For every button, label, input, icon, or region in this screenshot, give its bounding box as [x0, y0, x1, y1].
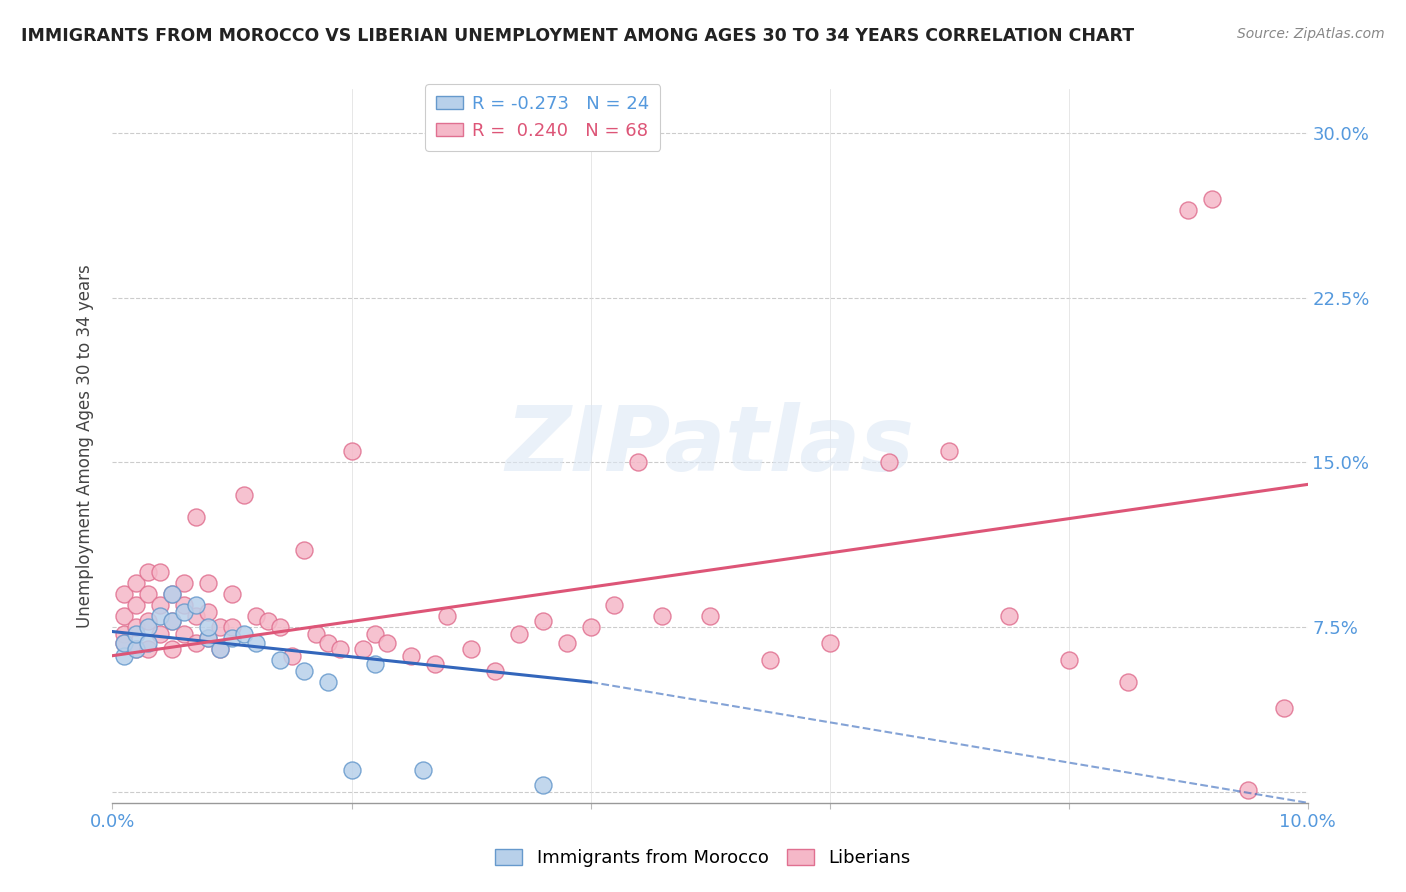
Point [305, 626, 328, 640]
Point [269, 620, 291, 634]
Point [114, 648, 135, 663]
Point [759, 653, 782, 667]
Point [938, 444, 960, 458]
Point [651, 609, 673, 624]
Point [186, 635, 208, 649]
Point [209, 642, 232, 657]
Point [579, 620, 602, 634]
Point [209, 620, 232, 634]
Point [555, 635, 578, 649]
Point [138, 614, 160, 628]
Point [149, 609, 172, 624]
Point [138, 566, 160, 580]
Point [197, 631, 219, 645]
Point [245, 635, 267, 649]
Point [257, 614, 280, 628]
Point [162, 614, 183, 628]
Point [364, 657, 387, 672]
Point [1057, 653, 1080, 667]
Point [209, 642, 232, 657]
Point [114, 609, 135, 624]
Point [460, 642, 482, 657]
Point [138, 642, 160, 657]
Point [412, 763, 434, 777]
Point [316, 675, 339, 690]
Point [138, 620, 160, 634]
Point [292, 664, 315, 678]
Point [162, 614, 183, 628]
Point [125, 620, 148, 634]
Text: IMMIGRANTS FROM MOROCCO VS LIBERIAN UNEMPLOYMENT AMONG AGES 30 TO 34 YEARS CORRE: IMMIGRANTS FROM MOROCCO VS LIBERIAN UNEM… [21, 27, 1135, 45]
Text: ZIPatlas: ZIPatlas [506, 402, 914, 490]
Point [186, 609, 208, 624]
Point [162, 587, 183, 601]
Point [269, 653, 291, 667]
Point [508, 626, 530, 640]
Point [162, 642, 183, 657]
Point [114, 635, 135, 649]
Point [364, 626, 387, 640]
Y-axis label: Unemployment Among Ages 30 to 34 years: Unemployment Among Ages 30 to 34 years [76, 264, 94, 628]
Point [1272, 701, 1295, 715]
Point [173, 598, 195, 612]
Point [173, 576, 195, 591]
Point [162, 587, 183, 601]
Point [879, 455, 901, 469]
Point [149, 626, 172, 640]
Point [1177, 202, 1199, 217]
Point [233, 488, 256, 502]
Point [531, 778, 554, 792]
Point [329, 642, 352, 657]
Point [221, 587, 243, 601]
Point [221, 620, 243, 634]
Text: Source: ZipAtlas.com: Source: ZipAtlas.com [1237, 27, 1385, 41]
Point [699, 609, 721, 624]
Point [197, 620, 219, 634]
Point [149, 598, 172, 612]
Point [531, 614, 554, 628]
Point [186, 510, 208, 524]
Point [173, 626, 195, 640]
Point [484, 664, 506, 678]
Point [138, 587, 160, 601]
Point [125, 576, 148, 591]
Point [114, 587, 135, 601]
Point [125, 642, 148, 657]
Point [1237, 782, 1260, 797]
Point [281, 648, 304, 663]
Point [197, 605, 219, 619]
Point [436, 609, 458, 624]
Point [425, 657, 447, 672]
Point [221, 631, 243, 645]
Legend: Immigrants from Morocco, Liberians: Immigrants from Morocco, Liberians [488, 841, 918, 874]
Point [186, 598, 208, 612]
Point [818, 635, 841, 649]
Point [340, 763, 363, 777]
Point [114, 626, 135, 640]
Point [125, 626, 148, 640]
Point [627, 455, 650, 469]
Point [197, 576, 219, 591]
Point [401, 648, 423, 663]
Point [114, 635, 135, 649]
Point [603, 598, 626, 612]
Point [233, 626, 256, 640]
Point [173, 605, 195, 619]
Point [138, 635, 160, 649]
Point [998, 609, 1021, 624]
Point [125, 642, 148, 657]
Point [125, 598, 148, 612]
Point [245, 609, 267, 624]
Point [1118, 675, 1140, 690]
Point [316, 635, 339, 649]
Point [1201, 192, 1223, 206]
Point [197, 631, 219, 645]
Point [377, 635, 399, 649]
Point [149, 566, 172, 580]
Point [353, 642, 375, 657]
Legend: R = -0.273   N = 24, R =  0.240   N = 68: R = -0.273 N = 24, R = 0.240 N = 68 [425, 84, 661, 151]
Point [340, 444, 363, 458]
Point [292, 543, 315, 558]
